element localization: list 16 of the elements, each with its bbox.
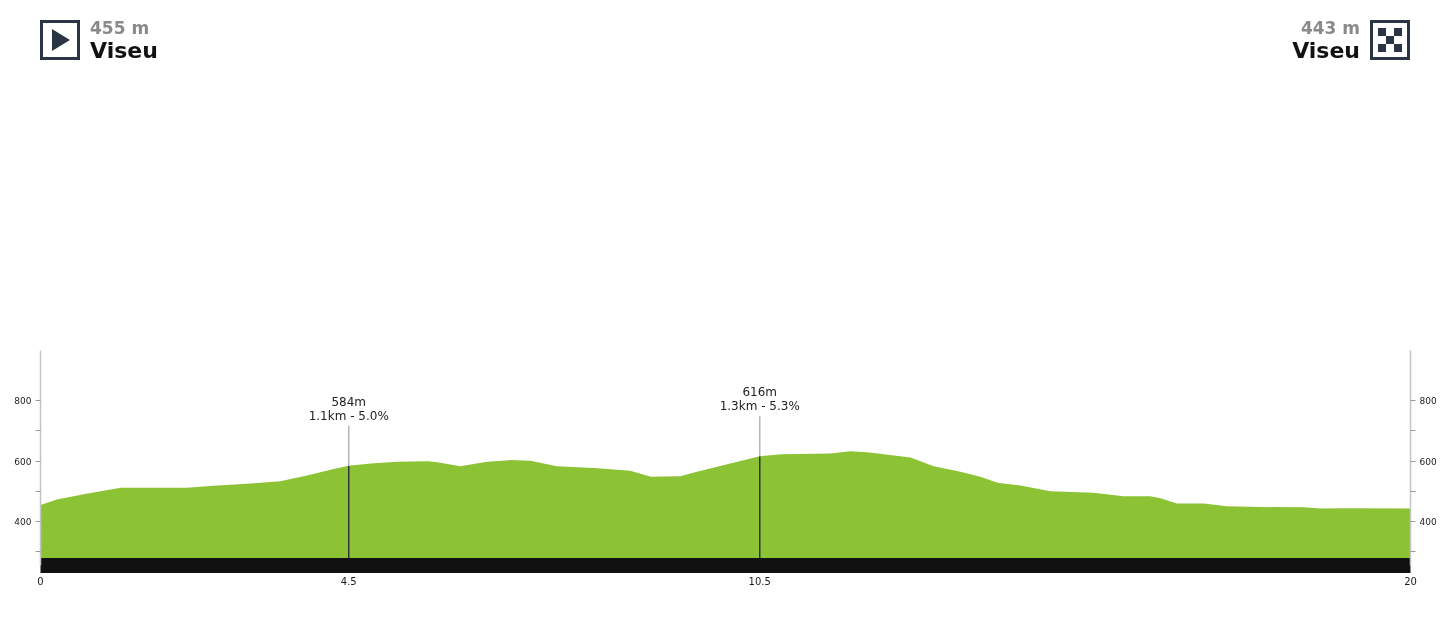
- text: 455 m: [90, 18, 150, 38]
- y-tick-label: 600: [14, 456, 32, 467]
- y-tick-label: 800: [14, 395, 32, 406]
- x-tick-label: 10.5: [748, 575, 771, 587]
- text: Viseu: [1292, 38, 1360, 63]
- text: 443 m: [1300, 18, 1360, 38]
- ref-line-label: 616m 1.3km - 5.3%: [719, 385, 800, 414]
- y2-tick-label: 800: [1419, 395, 1437, 406]
- y2-tick-label: 400: [1419, 517, 1437, 528]
- ref-line-label: 584m 1.1km - 5.0%: [308, 394, 389, 423]
- x-tick-label: 20: [1404, 575, 1417, 587]
- y2-tick-label: 600: [1419, 456, 1437, 467]
- x-tick-label: 0: [37, 575, 44, 587]
- x-tick-label: 4.5: [340, 575, 357, 587]
- text: Viseu: [90, 38, 158, 63]
- y-tick-label: 400: [14, 517, 32, 528]
